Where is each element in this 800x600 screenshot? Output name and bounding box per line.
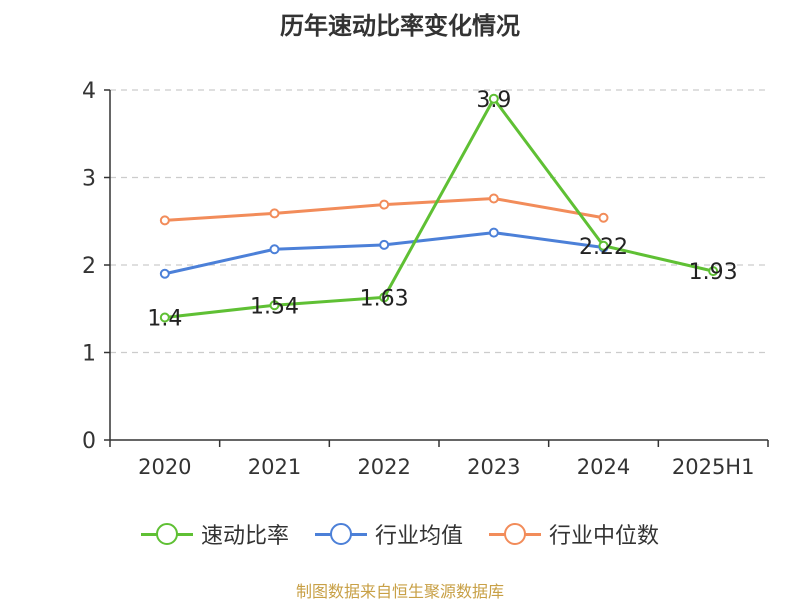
data-point: [379, 239, 390, 250]
y-tick-label: 0: [82, 429, 96, 454]
legend-dot: [155, 523, 178, 545]
chart-title: 历年速动比率变化情况: [280, 12, 520, 40]
legend-item-industry-median[interactable]: 行业中位数: [489, 518, 659, 550]
legend: 速动比率 行业均值 行业中位数: [0, 518, 800, 550]
data-point: [159, 215, 170, 226]
data-label: 2.22: [579, 235, 628, 260]
legend-item-quick-ratio[interactable]: 速动比率: [140, 518, 289, 550]
data-label: 1.63: [360, 286, 409, 311]
data-label: 1.54: [250, 294, 299, 319]
legend-label: 行业中位数: [549, 524, 660, 549]
x-tick-label: 2024: [577, 455, 630, 479]
legend-dot: [504, 523, 526, 545]
legend-swatch-industry-mean: [314, 522, 367, 546]
legend-item-industry-mean[interactable]: 行业均值: [314, 518, 463, 550]
x-tick-label: 2022: [357, 455, 410, 479]
source-note: 制图数据来自恒生聚源数据库: [295, 582, 504, 600]
data-point: [269, 244, 280, 255]
y-tick-label: 1: [82, 342, 96, 367]
legend-label: 速动比率: [200, 524, 289, 549]
data-point: [269, 300, 280, 311]
data-point: [708, 266, 719, 277]
data-labels: 1.4 1.54 1.63 3.9 2.22 1.93: [147, 88, 737, 332]
data-point: [488, 193, 499, 204]
x-tick-label: 2023: [467, 455, 520, 479]
legend-swatch-quick-ratio: [140, 522, 193, 546]
data-point: [159, 312, 170, 323]
y-tick-label: 3: [82, 167, 96, 192]
data-point: [488, 227, 499, 238]
series-line: [164, 97, 714, 319]
legend-swatch-industry-median: [489, 522, 541, 546]
data-point: [379, 199, 390, 210]
y-tick-label: 4: [82, 79, 96, 104]
x-tick-label: 2020: [138, 455, 191, 479]
data-label: 1.93: [689, 260, 738, 285]
data-point: [269, 208, 280, 219]
data-point: [598, 240, 609, 251]
data-label: 3.9: [476, 88, 511, 113]
x-tick-label: 2025H1: [672, 455, 755, 479]
legend-label: 行业均值: [374, 524, 463, 549]
axes: 0 1 2 3 4 2020 2021 2022 2023 2024 2025H1: [82, 79, 769, 479]
y-tick-label: 2: [82, 254, 96, 279]
data-point: [379, 292, 390, 303]
data-label: 1.4: [147, 307, 182, 332]
data-point: [488, 93, 499, 104]
series-lines: [159, 93, 719, 323]
x-tick-label: 2021: [248, 455, 301, 479]
series-line: [164, 231, 604, 276]
legend-dot: [329, 523, 352, 545]
data-point: [159, 268, 170, 279]
data-point: [598, 212, 609, 223]
